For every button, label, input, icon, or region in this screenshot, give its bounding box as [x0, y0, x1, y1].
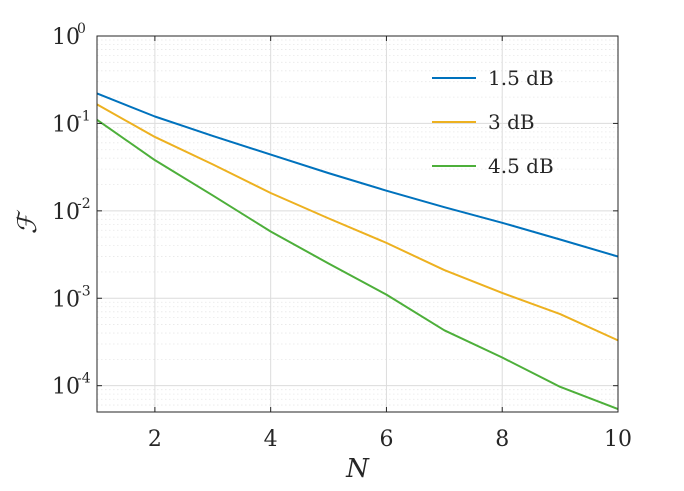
x-tick-label: 10 [604, 427, 632, 452]
y-tick-label: 10 [52, 112, 80, 137]
y-tick-label: 10 [52, 375, 80, 400]
series-line-1 [96, 92, 619, 258]
y-tick-label: 10 [52, 25, 80, 50]
x-tick-label: 6 [379, 427, 393, 452]
legend-label-1: 1.5 dB [488, 66, 554, 90]
grid [97, 36, 618, 412]
y-tick-label-exponent: -1 [77, 108, 91, 124]
x-tick-label: 8 [495, 427, 509, 452]
y-tick-label-exponent: -4 [77, 371, 91, 387]
x-tick-label: 4 [264, 427, 278, 452]
y-tick-label: 10 [52, 287, 80, 312]
y-tick-label-exponent: -2 [77, 196, 91, 212]
plot-area-frame [96, 35, 619, 413]
x-axis-label: N [345, 454, 370, 484]
axes [96, 35, 619, 413]
legend-label-2: 3 dB [488, 110, 535, 134]
y-tick-label-exponent: -3 [77, 283, 91, 299]
legend: 1.5 dB 3 dB 4.5 dB [432, 66, 554, 178]
y-tick-label: 10 [52, 200, 80, 225]
legend-label-3: 4.5 dB [488, 154, 554, 178]
series-line-2 [96, 103, 619, 342]
y-tick-label-exponent: 0 [77, 21, 86, 37]
series-lines [96, 92, 619, 411]
series-line-3 [96, 118, 619, 411]
x-tick-label: 2 [148, 427, 162, 452]
